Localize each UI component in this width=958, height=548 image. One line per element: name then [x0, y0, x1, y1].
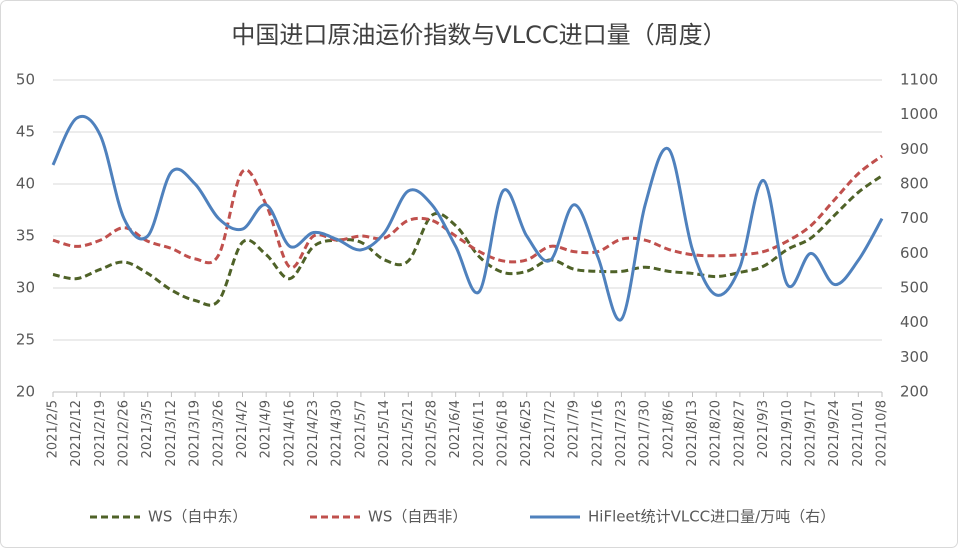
series-line	[51, 114, 884, 322]
x-tick-label: 2021/4/9	[259, 400, 274, 458]
x-tick-label: 2021/10/1	[851, 400, 866, 467]
x-tick-label: 2021/6/4	[448, 400, 463, 458]
y2-tick-label: 500	[900, 279, 929, 297]
x-tick-label: 2021/10/8	[875, 400, 890, 467]
legend-label: WS（自西非）	[368, 508, 467, 526]
series-line	[52, 174, 883, 307]
x-tick-label: 2021/4/16	[282, 400, 297, 467]
x-tick-label: 2021/3/5	[140, 400, 155, 458]
x-tick-label: 2021/6/18	[496, 400, 511, 467]
y2-tick-label: 900	[900, 140, 929, 158]
y2-tick-label: 1000	[900, 105, 938, 123]
x-tick-label: 2021/8/13	[685, 400, 700, 467]
x-tick-label: 2021/2/19	[93, 400, 108, 467]
x-tick-label: 2021/2/5	[46, 400, 61, 458]
y2-tick-label: 1100	[900, 71, 938, 89]
y-tick-label: 30	[16, 279, 35, 297]
y2-tick-label: 200	[900, 383, 929, 401]
x-tick-label: 2021/7/16	[590, 400, 605, 467]
x-tick-label: 2021/4/2	[235, 400, 250, 458]
x-tick-label: 2021/9/24	[827, 400, 842, 467]
x-tick-label: 2021/5/7	[353, 400, 368, 458]
x-tick-label: 2021/5/28	[424, 400, 439, 467]
chart-title: 中国进口原油运价指数与VLCC进口量（周度）	[231, 21, 726, 49]
y2-tick-label: 300	[900, 348, 929, 366]
y2-tick-label: 600	[900, 244, 929, 262]
x-tick-label: 2021/7/30	[638, 400, 653, 467]
x-tick-label: 2021/9/10	[780, 400, 795, 467]
x-tick-label: 2021/8/27	[732, 400, 747, 467]
x-tick-label: 2021/3/26	[211, 400, 226, 467]
x-tick-label: 2021/2/12	[69, 400, 84, 467]
x-tick-label: 2021/7/2	[543, 400, 558, 458]
y-tick-label: 45	[16, 123, 35, 141]
x-tick-label: 2021/6/11	[472, 400, 487, 467]
y-tick-label: 25	[16, 331, 35, 349]
x-tick-label: 2021/9/17	[803, 400, 818, 467]
x-tick-label: 2021/3/12	[164, 400, 179, 467]
x-tick-label: 2021/4/23	[306, 400, 321, 467]
x-tick-label: 2021/2/26	[117, 400, 132, 467]
y-tick-label: 50	[16, 71, 35, 89]
y-tick-label: 20	[16, 383, 35, 401]
x-tick-label: 2021/8/6	[661, 400, 676, 458]
x-tick-label: 2021/7/9	[567, 400, 582, 458]
x-tick-label: 2021/5/21	[401, 400, 416, 467]
y2-tick-label: 400	[900, 313, 929, 331]
y2-tick-label: 800	[900, 175, 929, 193]
x-tick-label: 2021/3/19	[188, 400, 203, 467]
x-tick-label: 2021/6/25	[519, 400, 534, 467]
x-tick-label: 2021/9/3	[756, 400, 771, 458]
y-tick-label: 35	[16, 227, 35, 245]
series-line	[52, 154, 883, 270]
x-tick-label: 2021/8/20	[709, 400, 724, 467]
legend-label: HiFleet统计VLCC进口量/万吨（右）	[588, 508, 835, 526]
x-tick-label: 2021/4/30	[330, 400, 345, 467]
y2-tick-label: 700	[900, 209, 929, 227]
y-tick-label: 40	[16, 175, 35, 193]
x-tick-label: 2021/5/14	[377, 400, 392, 467]
legend-label: WS（自中东）	[148, 508, 247, 526]
x-tick-label: 2021/7/23	[614, 400, 629, 467]
